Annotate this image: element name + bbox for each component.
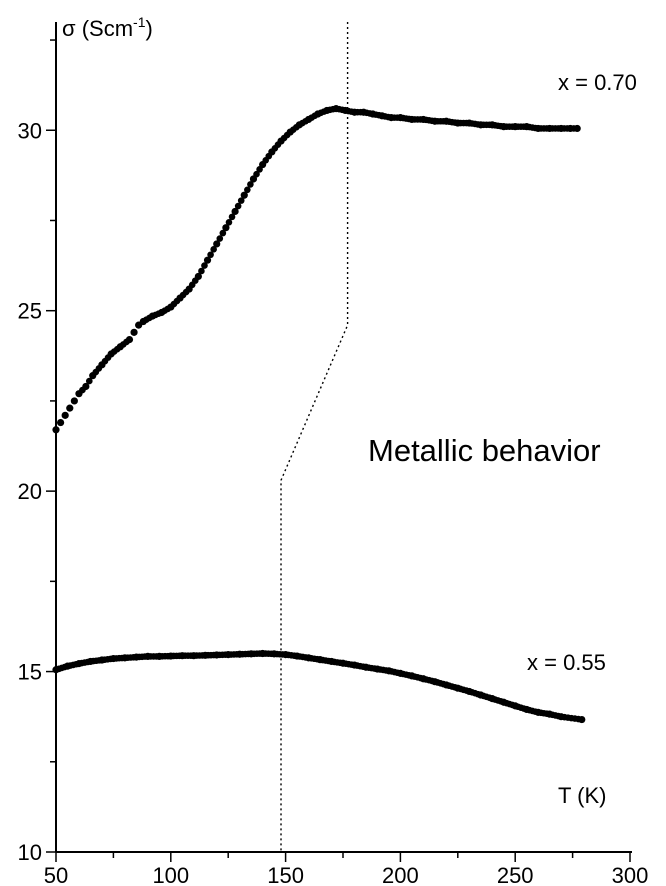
x-tick-label: 150 <box>267 863 304 886</box>
x-tick-label: 250 <box>497 863 534 886</box>
data-point <box>201 262 208 269</box>
data-point <box>70 397 78 405</box>
y-axis-title-exponent: -1 <box>133 14 146 30</box>
series-x070 <box>52 105 581 434</box>
y-ticks: 10 15 20 25 30 <box>18 39 56 865</box>
y-tick-label: 20 <box>18 479 42 504</box>
data-point <box>253 170 260 178</box>
x-ticks: 50 100 150 200 250 300 <box>44 852 649 886</box>
x-tick-label: 50 <box>44 863 68 886</box>
series-label-x070: x = 0.70 <box>558 70 637 95</box>
x-tick-label: 100 <box>152 863 189 886</box>
phase-boundary-guide-line <box>280 22 349 852</box>
data-point <box>578 715 586 724</box>
data-point <box>85 377 93 385</box>
data-point <box>573 124 581 133</box>
data-point <box>237 197 245 204</box>
data-point <box>231 207 239 216</box>
data-point <box>52 426 60 434</box>
data-point <box>216 235 224 242</box>
data-point <box>244 186 251 194</box>
data-point <box>130 328 138 336</box>
data-point <box>240 191 248 199</box>
data-point <box>203 256 212 264</box>
data-point <box>207 251 214 259</box>
series-x055 <box>52 649 586 724</box>
metallic-behavior-annotation: Metallic behavior <box>368 433 601 468</box>
data-point <box>213 240 221 248</box>
data-point <box>225 218 233 226</box>
y-tick-label: 10 <box>18 840 42 865</box>
data-point <box>228 213 236 221</box>
data-point <box>198 267 205 275</box>
data-point <box>66 404 74 412</box>
x-tick-label: 200 <box>382 863 419 886</box>
data-point <box>222 224 230 232</box>
data-point <box>82 382 90 391</box>
data-point <box>125 335 134 344</box>
data-point <box>194 272 202 281</box>
data-point <box>234 202 242 210</box>
data-point <box>247 181 254 188</box>
data-point <box>219 229 227 237</box>
x-tick-label: 300 <box>612 863 649 886</box>
data-point <box>56 418 65 427</box>
series-label-x055: x = 0.55 <box>527 650 606 675</box>
y-tick-label: 25 <box>18 299 42 324</box>
data-point <box>61 411 69 419</box>
y-tick-label: 15 <box>18 660 42 685</box>
y-tick-label: 30 <box>18 118 42 143</box>
data-point <box>210 246 217 253</box>
y-axis-title: σ (Scm-1) <box>62 14 153 41</box>
x-axis-title: T (K) <box>558 783 606 808</box>
y-axis-title-close: ) <box>145 16 152 41</box>
